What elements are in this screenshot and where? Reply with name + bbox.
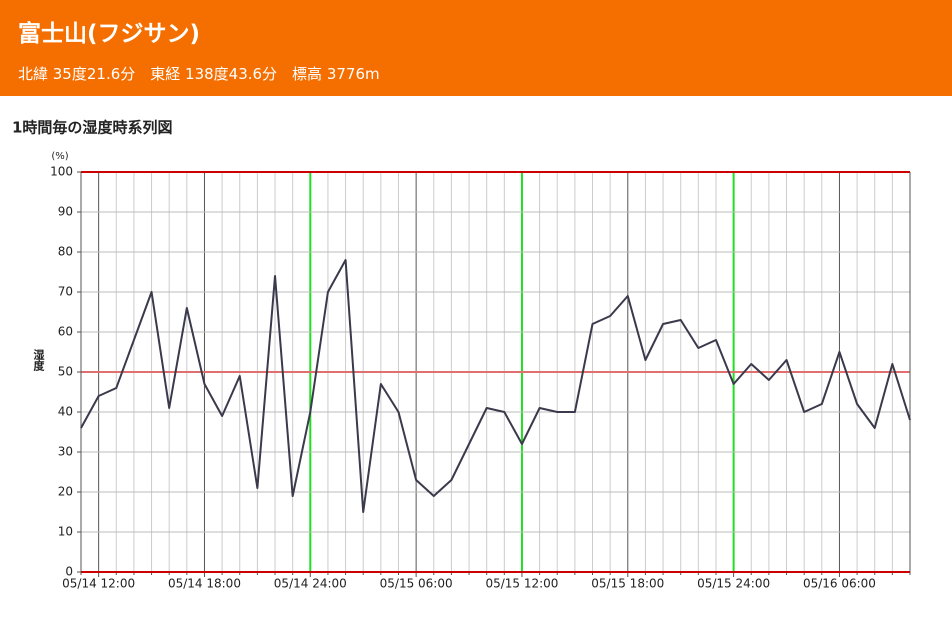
- humidity-line: [80, 259, 911, 513]
- site-subtitle: 北緯 35度21.6分 東経 138度43.6分 標高 3776m: [18, 65, 380, 83]
- site-title: 富士山(フジサン): [18, 21, 201, 47]
- header: 富士山(フジサン) 北緯 35度21.6分 東経 138度43.6分 標高 37…: [0, 0, 952, 96]
- y-unit: (%): [51, 151, 68, 162]
- x-tick-label: 05/16 06:00: [803, 577, 876, 591]
- y-tick-label: 70: [58, 285, 73, 299]
- y-tick-label: 40: [58, 405, 73, 419]
- y-tick-label: 90: [58, 205, 73, 219]
- x-tick-label: 05/15 24:00: [697, 577, 770, 591]
- y-tick-label: 20: [58, 485, 73, 499]
- y-tick-label: 80: [58, 245, 73, 259]
- x-tick-label: 05/15 12:00: [485, 577, 558, 591]
- y-tick-label: 0: [65, 565, 73, 579]
- chart: 1時間毎の湿度時系列図 (%) 湿度 05/14 12:00 05/14 18:0…: [12, 119, 911, 591]
- x-tick-label: 05/14 24:00: [274, 577, 347, 591]
- x-tick-label: 05/14 12:00: [62, 577, 135, 591]
- y-tick-label: 30: [58, 445, 73, 459]
- chart-title: 1時間毎の湿度時系列図: [12, 119, 172, 137]
- y-tick-label: 60: [58, 325, 73, 339]
- x-tick-label: 05/14 18:00: [168, 577, 241, 591]
- y-axis-label: 湿度: [32, 348, 45, 372]
- y-tick-label: 50: [58, 365, 73, 379]
- x-tick-label: 05/15 18:00: [591, 577, 664, 591]
- y-tick-label: 10: [58, 525, 73, 539]
- y-tick-label: 100: [50, 165, 73, 179]
- x-tick-label: 05/15 06:00: [380, 577, 453, 591]
